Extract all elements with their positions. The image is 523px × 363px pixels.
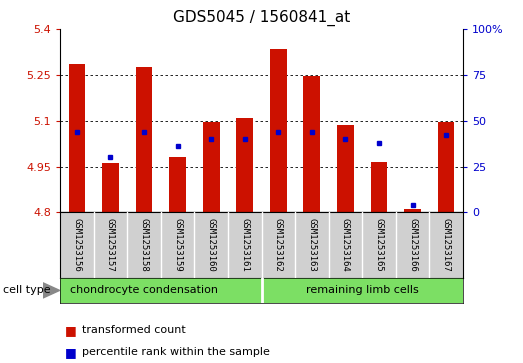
Text: ■: ■ <box>65 346 77 359</box>
Text: GSM1253165: GSM1253165 <box>374 217 383 271</box>
Text: GSM1253158: GSM1253158 <box>140 217 149 271</box>
Bar <box>102 163 119 212</box>
Text: remaining limb cells: remaining limb cells <box>306 285 418 295</box>
Bar <box>135 67 152 212</box>
Bar <box>371 162 388 212</box>
Bar <box>337 125 354 212</box>
Bar <box>270 49 287 212</box>
Text: GSM1253157: GSM1253157 <box>106 217 115 271</box>
Bar <box>60 278 262 303</box>
Text: GSM1253166: GSM1253166 <box>408 217 417 271</box>
Text: GSM1253164: GSM1253164 <box>341 217 350 271</box>
Text: GSM1253163: GSM1253163 <box>308 217 316 271</box>
Text: percentile rank within the sample: percentile rank within the sample <box>82 347 270 357</box>
Bar <box>438 122 454 212</box>
Text: GSM1253159: GSM1253159 <box>173 217 182 271</box>
Bar <box>169 157 186 212</box>
Text: transformed count: transformed count <box>82 325 186 335</box>
Bar <box>262 278 463 303</box>
Bar <box>203 122 220 212</box>
Text: chondrocyte condensation: chondrocyte condensation <box>70 285 218 295</box>
Polygon shape <box>43 283 60 298</box>
Bar <box>236 118 253 212</box>
Bar <box>404 209 421 212</box>
Text: ■: ■ <box>65 324 77 337</box>
Text: cell type: cell type <box>3 285 50 295</box>
Bar <box>69 64 85 212</box>
Title: GDS5045 / 1560841_at: GDS5045 / 1560841_at <box>173 10 350 26</box>
Text: GSM1253161: GSM1253161 <box>240 217 249 271</box>
Text: GSM1253156: GSM1253156 <box>72 217 82 271</box>
Bar <box>303 76 320 212</box>
Text: GSM1253167: GSM1253167 <box>441 217 451 271</box>
Text: GSM1253162: GSM1253162 <box>274 217 283 271</box>
Text: GSM1253160: GSM1253160 <box>207 217 215 271</box>
